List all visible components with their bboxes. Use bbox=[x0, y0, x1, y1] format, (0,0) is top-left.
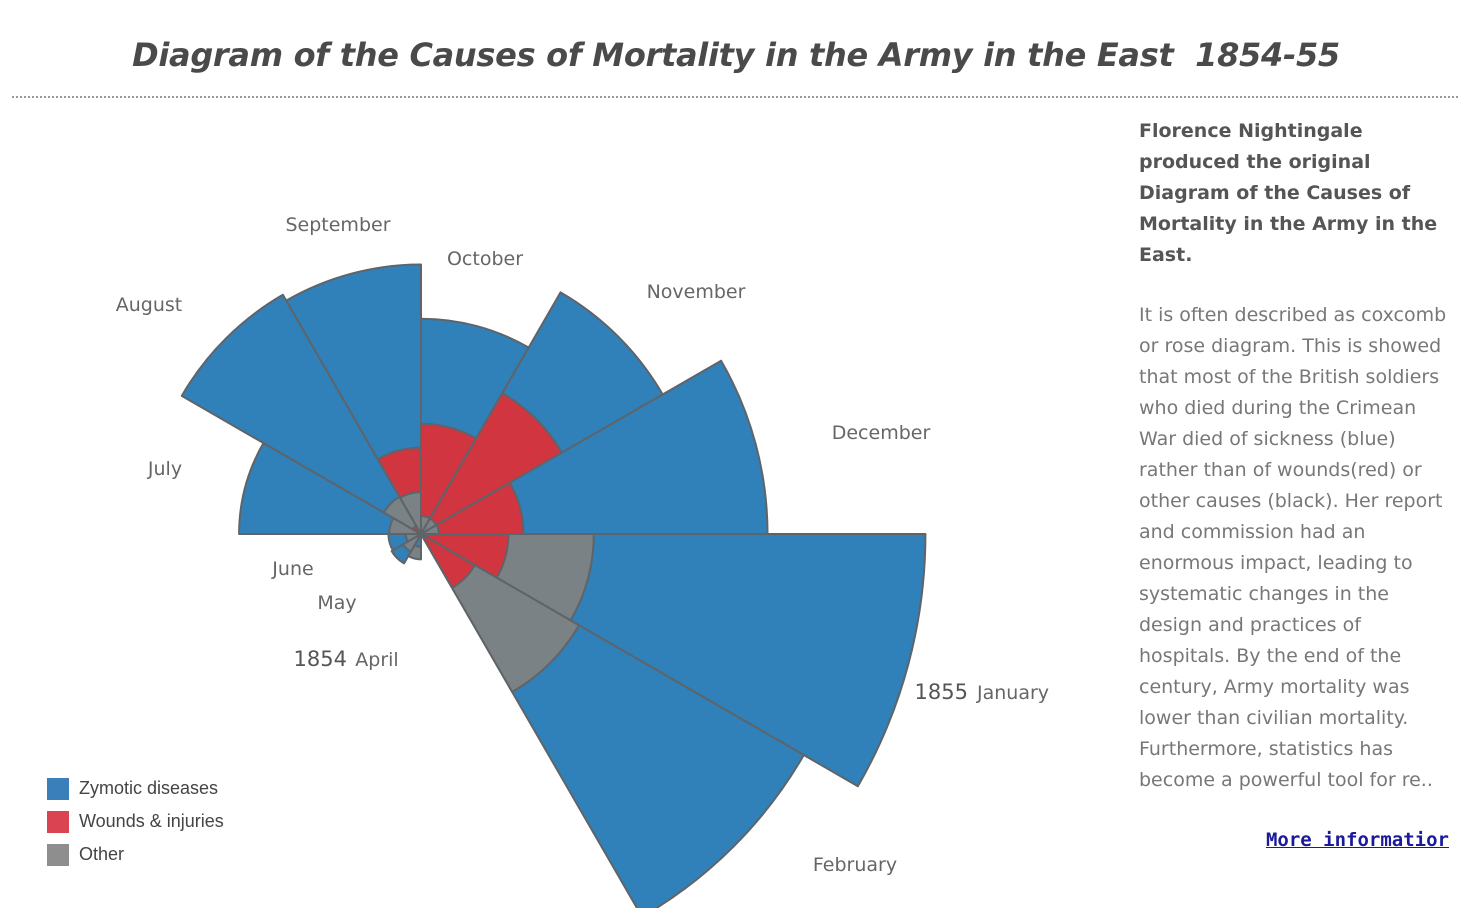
month-label-january: January bbox=[976, 682, 1049, 704]
wedge-november-wounds-injuries[interactable] bbox=[420, 392, 563, 535]
chart-title: Diagram of the Causes of Mortality in th… bbox=[132, 36, 1340, 74]
legend-label: Other bbox=[79, 844, 125, 864]
legend-label: Zymotic diseases bbox=[79, 778, 219, 798]
month-label-april: April bbox=[355, 649, 398, 671]
legend-item-zymotic-diseases[interactable]: Zymotic diseases bbox=[47, 772, 224, 805]
month-label-july: July bbox=[147, 458, 182, 480]
month-label-october: October bbox=[447, 248, 523, 270]
wedge-july-zymotic-diseases[interactable] bbox=[238, 442, 422, 535]
title-divider bbox=[12, 96, 1458, 98]
month-label-august: August bbox=[116, 294, 183, 316]
month-label-may: May bbox=[317, 592, 356, 614]
legend-item-wounds-injuries[interactable]: Wounds & injuries bbox=[47, 805, 224, 838]
legend-swatch bbox=[47, 777, 69, 800]
rose-chart: April May June July August September October No… bbox=[0, 100, 1110, 908]
month-label-december: December bbox=[832, 422, 931, 444]
month-label-september: September bbox=[285, 214, 390, 236]
month-label-november: November bbox=[647, 281, 746, 303]
legend-item-other[interactable]: Other bbox=[47, 838, 224, 871]
wedge-february-wounds-injuries[interactable] bbox=[420, 533, 476, 589]
legend-swatch bbox=[47, 810, 69, 833]
chart-legend: Zymotic diseases Wounds & injuries Other bbox=[47, 772, 224, 871]
wedge-august-zymotic-diseases[interactable] bbox=[180, 293, 422, 535]
year-label-1855: 1855 bbox=[915, 680, 968, 704]
month-label-february: February bbox=[813, 854, 897, 876]
month-label-june: June bbox=[271, 558, 313, 580]
intro-text: Florence Nightingale produced the origin… bbox=[1139, 120, 1438, 266]
description-panel: Florence Nightingale produced the origin… bbox=[1139, 116, 1457, 796]
legend-swatch bbox=[47, 843, 69, 866]
more-information-link[interactable]: More informatior bbox=[1265, 829, 1449, 851]
description-text: It is often described as coxcomb or rose… bbox=[1139, 304, 1447, 791]
year-label-1854: 1854 bbox=[294, 647, 347, 671]
legend-label: Wounds & injuries bbox=[79, 811, 224, 831]
